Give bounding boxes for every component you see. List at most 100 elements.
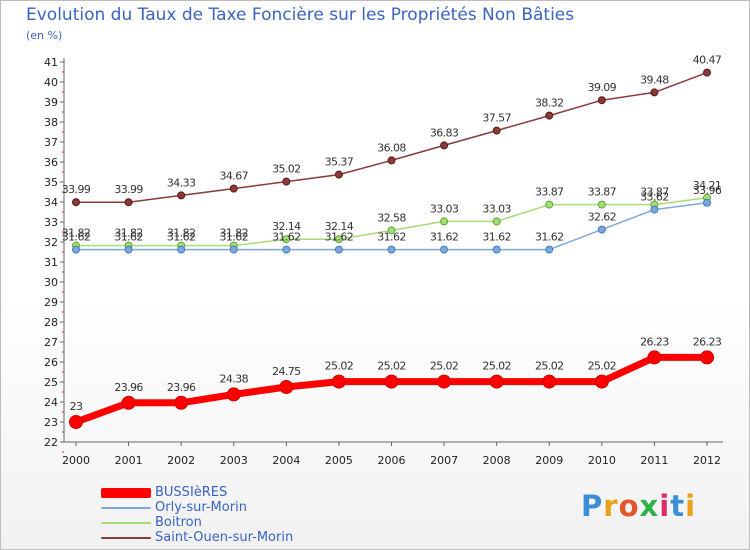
data-label-0: 25.02 [325, 360, 354, 373]
y-tick-label: 22 [44, 436, 58, 449]
y-tick-label: 30 [44, 276, 58, 289]
data-point-0 [226, 387, 241, 402]
data-point-3 [597, 96, 606, 105]
x-tick-label: 2006 [378, 454, 406, 467]
data-point-0 [279, 380, 294, 394]
data-label-3: 34.67 [220, 170, 249, 183]
data-label-0: 23.96 [167, 381, 196, 394]
y-tick-label: 32 [44, 236, 58, 249]
data-point-3 [650, 88, 659, 97]
y-tick-label: 29 [44, 296, 58, 309]
data-label-3: 38.32 [535, 97, 564, 110]
data-point-1 [334, 245, 343, 254]
data-point-3 [334, 170, 343, 179]
data-label-2: 33.87 [588, 186, 617, 199]
data-label-2: 33.03 [482, 202, 511, 215]
data-label-0: 23 [70, 400, 83, 413]
data-label-2: 31.82 [114, 227, 143, 240]
data-point-2 [440, 217, 449, 226]
x-tick-label: 2007 [430, 454, 458, 467]
legend-swatch [101, 487, 151, 498]
data-label-3: 33.99 [114, 183, 143, 196]
data-label-3: 35.37 [325, 156, 354, 169]
legend-swatch [101, 506, 151, 509]
data-label-1: 31.62 [114, 231, 143, 244]
data-point-1 [177, 245, 186, 254]
data-point-3 [545, 111, 554, 120]
legend-item: BUSSIèRES [101, 485, 293, 500]
y-tick-label: 36 [44, 156, 58, 169]
data-label-1: 31.62 [220, 231, 249, 244]
data-label-0: 25.02 [482, 360, 511, 373]
data-point-0 [69, 415, 83, 429]
x-tick-label: 2000 [62, 454, 90, 467]
data-point-3 [124, 198, 133, 207]
x-tick-label: 2004 [272, 454, 300, 467]
y-tick-label: 25 [44, 376, 58, 389]
x-tick-label: 2001 [115, 454, 143, 467]
data-point-1 [597, 225, 606, 234]
data-point-2 [597, 200, 606, 209]
data-label-1: 31.62 [535, 231, 564, 244]
logo-letter: o [618, 489, 640, 523]
data-label-0: 24.38 [220, 372, 249, 385]
data-point-0 [384, 374, 399, 389]
data-point-0 [331, 374, 346, 389]
data-point-1 [282, 245, 291, 254]
data-point-1 [492, 245, 501, 254]
logo-letter: i [685, 489, 697, 523]
data-point-0 [489, 374, 504, 389]
data-label-2: 33.87 [535, 186, 564, 199]
data-point-3 [703, 68, 711, 77]
legend-item: Saint-Ouen-sur-Morin [101, 530, 293, 545]
data-label-0: 25.02 [588, 360, 617, 373]
x-tick-label: 2003 [220, 454, 248, 467]
data-point-0 [542, 374, 557, 389]
x-tick-label: 2011 [640, 454, 668, 467]
data-point-0 [647, 350, 662, 365]
data-label-3: 39.48 [640, 73, 669, 86]
y-tick-label: 23 [44, 416, 58, 429]
data-point-3 [492, 126, 501, 135]
legend-item: Boitron [101, 515, 293, 530]
data-label-3: 37.57 [482, 112, 511, 125]
data-point-3 [177, 191, 186, 200]
data-label-1: 31.62 [482, 231, 511, 244]
data-point-1 [229, 245, 238, 254]
data-point-1 [124, 245, 133, 254]
data-point-0 [121, 395, 136, 410]
data-point-1 [440, 245, 449, 254]
legend-label: Boitron [155, 515, 202, 530]
data-label-0: 25.02 [535, 360, 564, 373]
x-tick-label: 2005 [325, 454, 353, 467]
legend: BUSSIèRES Orly-sur-Morin Boitron Saint-Ouen… [101, 485, 293, 545]
legend-item: Orly-sur-Morin [101, 500, 293, 515]
data-label-0: 26.23 [640, 335, 669, 348]
data-point-0 [437, 374, 452, 389]
data-label-1: 31.62 [325, 231, 354, 244]
data-label-1: 31.62 [377, 231, 406, 244]
data-label-0: 24.75 [272, 365, 301, 378]
data-label-2: 32.58 [377, 211, 406, 224]
proxiti-logo: Proxiti [581, 489, 696, 523]
data-label-3: 36.08 [377, 141, 406, 154]
legend-label: BUSSIèRES [155, 485, 228, 500]
y-tick-label: 33 [44, 216, 58, 229]
data-label-2: 33.03 [430, 202, 459, 215]
data-point-0 [700, 350, 714, 365]
data-label-2: 32.14 [272, 220, 301, 233]
chart-subtitle: (en %) [26, 29, 63, 42]
logo-letter: x [639, 489, 660, 523]
data-point-2 [387, 226, 396, 235]
data-point-1 [387, 245, 396, 254]
data-label-3: 39.09 [588, 81, 617, 94]
data-label-2: 31.82 [167, 227, 196, 240]
data-point-1 [703, 198, 711, 207]
logo-letter: t [670, 489, 686, 523]
data-point-0 [594, 374, 609, 389]
data-point-3 [440, 141, 449, 150]
y-tick-label: 34 [44, 196, 58, 209]
x-tick-label: 2002 [167, 454, 195, 467]
data-point-1 [545, 245, 554, 254]
